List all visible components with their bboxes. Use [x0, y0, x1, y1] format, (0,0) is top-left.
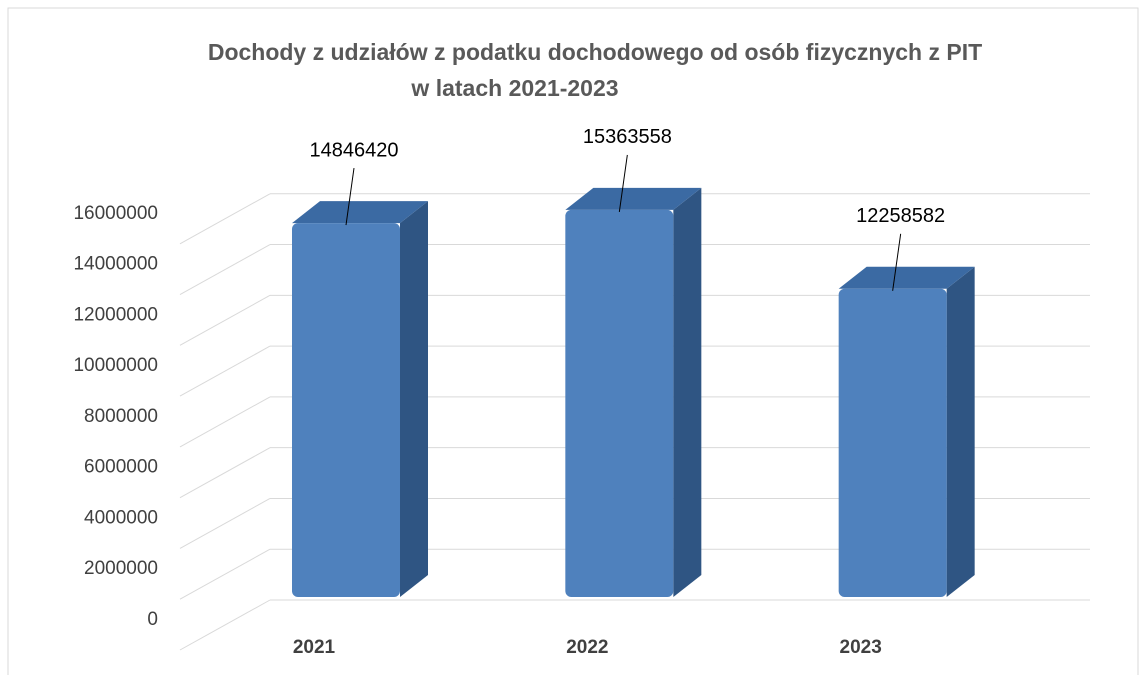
chart-border	[7, 7, 1139, 675]
bar-top	[838, 266, 975, 289]
bar	[565, 209, 674, 597]
bar-side	[673, 187, 702, 597]
y-tick-label: 8000000	[84, 406, 158, 427]
grid-line	[179, 396, 271, 448]
leader-line	[345, 167, 355, 226]
y-tick-label: 12000000	[73, 304, 158, 325]
grid-line	[179, 244, 271, 295]
y-tick-label: 16000000	[73, 203, 158, 224]
x-tick-label: 2021	[293, 637, 336, 658]
y-tick-label: 0	[147, 609, 158, 630]
grid-line	[179, 599, 271, 651]
leader-line	[892, 233, 902, 291]
data-label: 15363558	[583, 126, 672, 148]
grid-line	[179, 498, 271, 549]
grid-line	[179, 548, 271, 600]
grid-line	[179, 193, 271, 245]
y-tick-label: 6000000	[84, 457, 158, 478]
chart-title: Dochody z udziałów z podatku dochodowego…	[208, 39, 982, 65]
bar-side	[946, 266, 975, 597]
chart-title: w latach 2021-2023	[410, 75, 618, 101]
data-label: 14846420	[310, 139, 399, 161]
y-tick-label: 14000000	[73, 254, 158, 275]
grid-line	[179, 447, 271, 499]
leader-line	[618, 154, 628, 213]
grid-line	[179, 345, 271, 397]
y-tick-label: 2000000	[84, 558, 158, 579]
x-tick-label: 2022	[566, 637, 608, 658]
x-tick-label: 2023	[840, 637, 882, 658]
bar	[838, 288, 947, 597]
y-tick-label: 10000000	[73, 355, 158, 376]
y-tick-label: 4000000	[84, 507, 158, 528]
bar-top	[292, 201, 428, 224]
bar	[292, 223, 400, 597]
bar-top	[565, 187, 702, 210]
data-label: 12258582	[856, 205, 945, 227]
grid-line	[179, 294, 271, 346]
bar-side	[400, 201, 428, 597]
